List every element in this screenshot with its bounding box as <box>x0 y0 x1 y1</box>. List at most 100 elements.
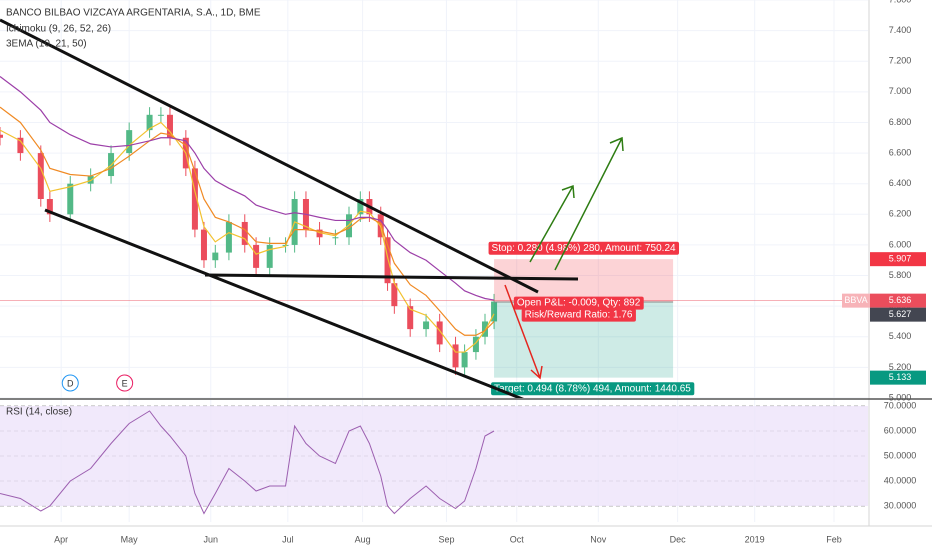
symbol-tag <box>842 293 870 308</box>
rsi-line <box>0 410 495 515</box>
x-tick-label: Nov <box>590 534 607 544</box>
indicator-label: Ichimoku (9, 26, 52, 26) <box>6 24 111 35</box>
event-marker <box>61 374 79 392</box>
candle-body <box>0 134 3 138</box>
candle-body <box>423 321 430 330</box>
event-label: E <box>122 378 128 388</box>
candle-body <box>191 168 198 230</box>
symbol-title: BANCO BILBAO VIZCAYA ARGENTARIA, S.A., 1… <box>6 8 261 19</box>
position-label: Target: 0.494 (8.78%) 494, Amount: 1440.… <box>494 383 691 394</box>
price-tag-label: 5.133 <box>889 372 912 382</box>
x-tick-label: Jul <box>282 534 294 544</box>
candle-body <box>384 237 391 284</box>
y-tick-label: 50.0000 <box>884 450 917 460</box>
candle-body <box>166 114 173 138</box>
ema-line <box>0 76 495 301</box>
x-tick-label: May <box>121 534 139 544</box>
y-tick-label: 60.0000 <box>884 425 917 435</box>
y-tick-label: 5.400 <box>889 331 912 341</box>
position-label: Risk/Reward Ratio: 1.76 <box>525 310 633 321</box>
x-tick-label: 2019 <box>745 534 765 544</box>
y-tick-label: 5.000 <box>889 392 912 402</box>
candle-body <box>200 229 207 261</box>
label-box <box>491 382 695 396</box>
candle-body <box>37 153 44 199</box>
price-tag <box>870 252 926 267</box>
candle-body <box>212 252 219 261</box>
ema-line <box>0 121 495 353</box>
rsi-band <box>0 406 868 506</box>
price-pane: D E Stop: 0.280 (4.98%) 280, Amount: 750.2… <box>0 0 868 398</box>
price-tag-label: 5.907 <box>889 254 912 264</box>
indicator-label: 3EMA (10, 21, 50) <box>6 39 87 50</box>
y-tick-label: 7.400 <box>889 25 912 35</box>
event-marker <box>116 374 134 392</box>
drawings <box>0 18 624 398</box>
y-tick-label: 6.000 <box>889 239 912 249</box>
price-tag <box>870 293 926 308</box>
y-tick-label: 7.600 <box>889 0 912 4</box>
event-label: D <box>67 378 74 388</box>
symbol-tag-label: BBVA <box>844 295 867 305</box>
trend-line <box>204 273 579 281</box>
candle-body <box>126 130 133 154</box>
candle-body <box>391 283 398 307</box>
candle-body <box>481 321 488 337</box>
candle-body <box>357 199 364 215</box>
position-label: Open P&L: -0.009, Qty: 892 <box>517 298 641 309</box>
y-tick-label: 70.0000 <box>884 400 917 410</box>
candle-body <box>266 244 273 268</box>
candle-body <box>46 199 53 215</box>
x-tick-label: Feb <box>826 534 842 544</box>
candle-body <box>241 221 248 245</box>
candle-body <box>87 176 94 184</box>
y-tick-label: 6.200 <box>889 209 912 219</box>
candle-body <box>452 344 459 368</box>
price-tag <box>870 307 926 322</box>
position-label: Stop: 0.280 (4.98%) 280, Amount: 750.24 <box>492 243 676 254</box>
price-tag-label: 5.627 <box>889 309 912 319</box>
candle-body <box>491 301 498 322</box>
y-tick-label: 6.800 <box>889 117 912 127</box>
x-tick-label: Apr <box>54 534 68 544</box>
x-tick-label: Jun <box>204 534 219 544</box>
x-tick-label: Oct <box>510 534 525 544</box>
indicator-label: RSI (14, close) <box>6 407 72 418</box>
y-tick-label: 5.200 <box>889 362 912 372</box>
stop-zone <box>494 259 674 303</box>
x-tick-label: Dec <box>670 534 687 544</box>
label-box <box>513 296 644 310</box>
candle-body <box>225 221 232 253</box>
candle-body <box>407 306 414 330</box>
candle-body <box>157 114 164 116</box>
trend-line <box>0 18 539 294</box>
trend-line <box>44 208 525 398</box>
y-tick-label: 30.0000 <box>884 500 917 510</box>
candle-body <box>472 336 479 353</box>
ema-line <box>0 106 495 336</box>
price-tag <box>870 370 926 385</box>
candle-body <box>332 237 339 239</box>
rsi-pane <box>0 400 868 522</box>
y-tick-label: 40.0000 <box>884 475 917 485</box>
candle-body <box>253 244 260 268</box>
candle-body <box>461 352 468 368</box>
arrow <box>504 284 543 380</box>
x-tick-label: Sep <box>438 534 454 544</box>
y-tick-label: 6.400 <box>889 178 912 188</box>
arrow <box>529 136 624 271</box>
x-tick-label: Aug <box>355 534 371 544</box>
label-box <box>521 308 636 322</box>
candle-body <box>346 214 353 238</box>
y-tick-label: 7.000 <box>889 86 912 96</box>
candle-body <box>67 183 74 215</box>
price-tag-label: 5.636 <box>889 295 912 305</box>
candle-body <box>146 114 153 131</box>
y-tick-label: 6.600 <box>889 147 912 157</box>
y-tick-label: 5.800 <box>889 270 912 280</box>
y-tick-label: 7.200 <box>889 56 912 66</box>
candle-body <box>436 321 443 345</box>
candle-body <box>316 229 323 238</box>
